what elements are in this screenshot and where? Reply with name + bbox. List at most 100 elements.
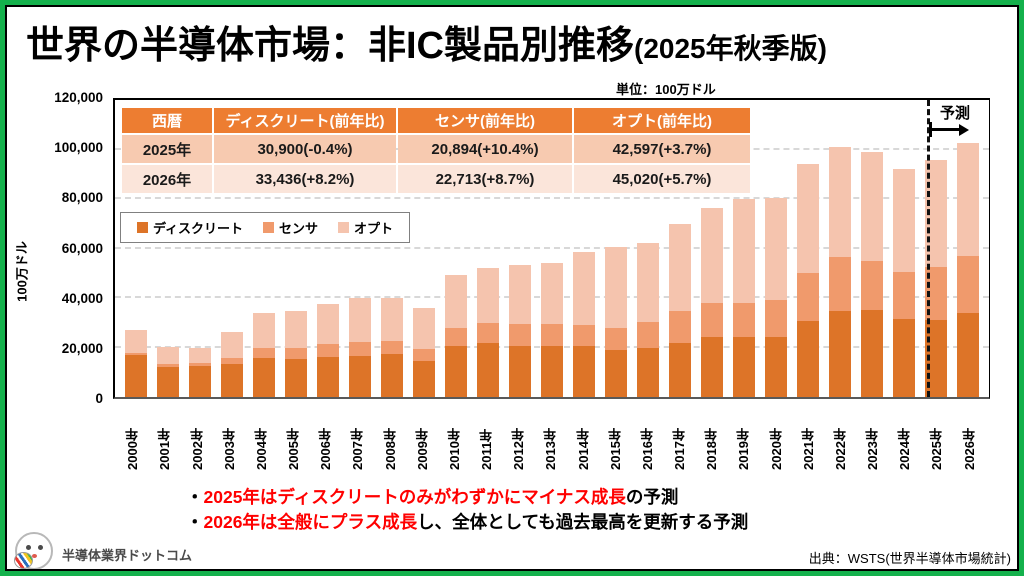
bar-2003年 — [221, 331, 243, 397]
y-axis-tick-label: 80,000 — [61, 190, 103, 206]
bar-segment-オプト — [957, 143, 979, 257]
y-axis-tick-label: 40,000 — [61, 290, 103, 306]
x-axis-label: 2015年 — [607, 428, 623, 470]
bar-segment-ディスクリート — [957, 313, 979, 397]
bar-segment-オプト — [829, 146, 851, 257]
bar-segment-ディスクリート — [733, 337, 755, 397]
bar-2019年 — [733, 198, 755, 397]
x-axis-label: 2013年 — [543, 428, 559, 470]
x-axis-label: 2011年 — [479, 428, 495, 470]
logo-eye-icon — [26, 545, 31, 550]
y-axis-tick-label: 20,000 — [61, 340, 103, 356]
y-axis-tick-label: 100,000 — [54, 140, 103, 156]
bar-segment-オプト — [637, 242, 659, 323]
bar-segment-ディスクリート — [253, 358, 275, 397]
unit-note: 単位：100万ドル — [616, 82, 716, 97]
y-axis-tick-label: 60,000 — [61, 240, 103, 256]
bar-segment-センサ — [221, 358, 243, 365]
bar-2009年 — [413, 307, 435, 397]
x-axis-label: 2003年 — [221, 428, 237, 470]
x-axis-label: 2006年 — [318, 428, 334, 470]
x-axis-labels: 2000年 2001年 2002年 2003年 2004年 2005年 2006年 2007年… — [113, 404, 990, 470]
chart-legend: ディスクリート センサ オプト — [120, 212, 410, 243]
bar-segment-オプト — [381, 298, 403, 341]
x-axis-label: 2017年 — [672, 428, 688, 470]
x-axis-label: 2025年 — [929, 428, 945, 470]
annotation-line-1: ・2025年はディスクリートのみがわずかにマイナス成長の予測 — [186, 485, 748, 510]
bar-2020年 — [765, 198, 787, 397]
bar-segment-センサ — [925, 267, 947, 320]
table-cell: 2026年 — [122, 165, 212, 193]
bar-segment-オプト — [765, 198, 787, 300]
bar-segment-ディスクリート — [861, 310, 883, 397]
bar-2007年 — [349, 297, 371, 397]
bar-2013年 — [541, 263, 563, 397]
bar-2010年 — [445, 274, 467, 397]
bar-segment-ディスクリート — [157, 366, 179, 397]
bar-segment-センサ — [381, 340, 403, 355]
bar-2011年 — [477, 267, 499, 397]
bar-2024年 — [893, 168, 915, 397]
annotation-red-text: 2025年はディスクリートのみがわずかにマイナス成長 — [203, 487, 626, 507]
legend-label: ディスクリート — [152, 221, 244, 236]
forecast-arrow-icon — [929, 122, 971, 138]
bar-segment-オプト — [445, 274, 467, 329]
table-header-cell: センサ(前年比) — [398, 108, 572, 133]
annotation-bullet: ・ — [186, 512, 204, 532]
bar-segment-オプト — [253, 312, 275, 349]
x-axis-label: 2012年 — [511, 428, 527, 470]
page-title-main: 世界の半導体市場：非IC製品別推移 — [26, 25, 635, 67]
bar-segment-センサ — [733, 303, 755, 338]
table-cell: 30,900(-0.4%) — [214, 135, 396, 163]
bar-2008年 — [381, 298, 403, 397]
bar-2002年 — [189, 347, 211, 397]
bar-segment-ディスクリート — [125, 355, 147, 397]
bar-segment-ディスクリート — [701, 336, 723, 397]
bar-segment-ディスクリート — [221, 364, 243, 397]
forecast-arrow-line — [929, 128, 961, 131]
logo-mouth-icon — [32, 554, 37, 558]
bar-segment-センサ — [765, 299, 787, 338]
bar-segment-オプト — [413, 307, 435, 350]
bar-segment-オプト — [509, 264, 531, 325]
bar-segment-ディスクリート — [765, 337, 787, 397]
table-row: 2026年 33,436(+8.2%) 22,713(+8.7%) 45,020(+5… — [122, 165, 750, 193]
bar-segment-ディスクリート — [285, 359, 307, 397]
legend-item: センサ — [263, 218, 318, 237]
bar-2006年 — [317, 303, 339, 397]
bar-2015年 — [605, 247, 627, 397]
bar-segment-オプト — [893, 168, 915, 272]
bar-segment-オプト — [189, 347, 211, 364]
bar-segment-オプト — [925, 160, 947, 268]
x-axis-label: 2008年 — [382, 428, 398, 470]
x-axis-label: 2021年 — [800, 428, 816, 470]
bar-segment-オプト — [541, 263, 563, 324]
bar-segment-オプト — [477, 267, 499, 324]
site-logo-text: 半導体業界ドットコム — [62, 548, 193, 563]
bar-segment-ディスクリート — [925, 319, 947, 397]
annotation-line-2: ・2026年は全般にプラス成長し、全体としても過去最高を更新する予測 — [186, 510, 748, 535]
bar-segment-ディスクリート — [317, 356, 339, 397]
x-axis-label: 2019年 — [736, 428, 752, 470]
x-axis-label: 2005年 — [286, 428, 302, 470]
bar-segment-センサ — [317, 344, 339, 357]
table-row: 2025年 30,900(-0.4%) 20,894(+10.4%) 42,597(+… — [122, 135, 750, 163]
bar-2026年 — [957, 143, 979, 397]
bar-2018年 — [701, 207, 723, 397]
bar-segment-オプト — [701, 207, 723, 304]
bar-segment-センサ — [829, 256, 851, 312]
site-logo-icon — [14, 532, 59, 572]
table-cell: 33,436(+8.2%) — [214, 165, 396, 193]
x-axis-label: 2026年 — [961, 428, 977, 470]
bar-segment-センサ — [669, 311, 691, 343]
bar-segment-センサ — [957, 256, 979, 314]
annotations: ・2025年はディスクリートのみがわずかにマイナス成長の予測 ・2026年は全般… — [186, 485, 748, 535]
x-axis-label: 2016年 — [639, 428, 655, 470]
bar-segment-ディスクリート — [637, 348, 659, 397]
x-axis-label: 2007年 — [350, 428, 366, 470]
bar-segment-センサ — [797, 273, 819, 321]
bar-segment-センサ — [573, 325, 595, 347]
logo-rainbow-ball-icon — [14, 552, 33, 569]
x-axis-label: 2000年 — [125, 428, 141, 470]
